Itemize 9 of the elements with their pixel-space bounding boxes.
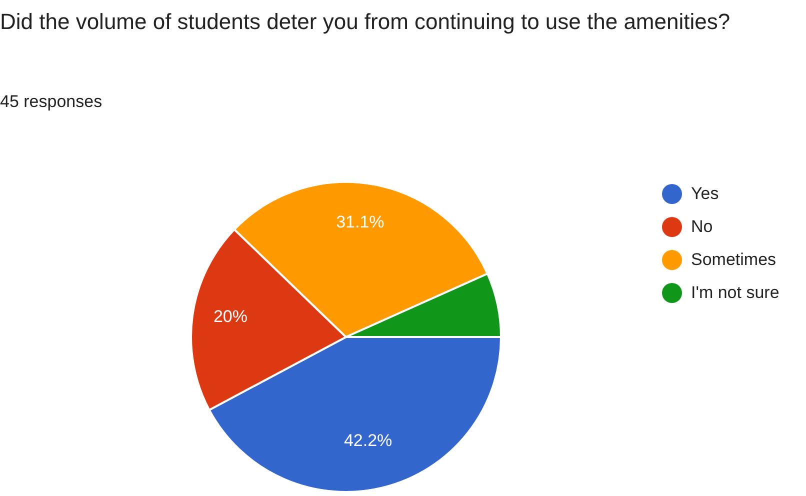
legend-label: No (691, 216, 713, 236)
legend-label: Yes (691, 184, 719, 204)
data-label: 31.1% (336, 212, 384, 232)
text: 45 responses (0, 92, 102, 112)
data-label: 20% (213, 307, 248, 326)
legend-label: Sometimes (691, 250, 776, 270)
data-label: 42.2% (344, 430, 392, 450)
legend-label: I'm not sure (691, 282, 780, 302)
chart-title: Did the volume of students deter you from continuing to use the amenities? (0, 8, 732, 36)
